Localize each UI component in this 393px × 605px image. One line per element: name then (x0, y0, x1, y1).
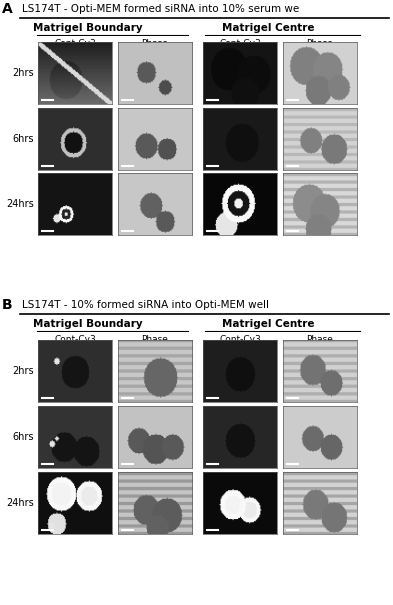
Text: Phase: Phase (141, 39, 169, 48)
Text: LS174T - Opti-MEM formed siRNA into 10% serum we: LS174T - Opti-MEM formed siRNA into 10% … (22, 4, 299, 14)
Text: Cont-Cy3: Cont-Cy3 (219, 39, 261, 48)
Text: 24hrs: 24hrs (6, 498, 34, 508)
Text: 2hrs: 2hrs (12, 366, 34, 376)
Text: 6hrs: 6hrs (13, 432, 34, 442)
Text: Matrigel Boundary: Matrigel Boundary (33, 23, 143, 33)
Text: 6hrs: 6hrs (13, 134, 34, 144)
Text: B: B (2, 298, 13, 312)
Text: Phase: Phase (307, 335, 333, 344)
Text: Cont-Cy3: Cont-Cy3 (54, 39, 96, 48)
Text: Cont-Cy3: Cont-Cy3 (54, 335, 96, 344)
Text: 24hrs: 24hrs (6, 199, 34, 209)
Text: Matrigel Boundary: Matrigel Boundary (33, 319, 143, 329)
Text: Matrigel Centre: Matrigel Centre (222, 319, 314, 329)
Text: 2hrs: 2hrs (12, 68, 34, 78)
Text: Phase: Phase (141, 335, 169, 344)
Text: Cont-Cy3: Cont-Cy3 (219, 335, 261, 344)
Text: A: A (2, 2, 13, 16)
Text: Matrigel Centre: Matrigel Centre (222, 23, 314, 33)
Text: LS174T - 10% formed siRNA into Opti-MEM well: LS174T - 10% formed siRNA into Opti-MEM … (22, 300, 269, 310)
Text: Phase: Phase (307, 39, 333, 48)
